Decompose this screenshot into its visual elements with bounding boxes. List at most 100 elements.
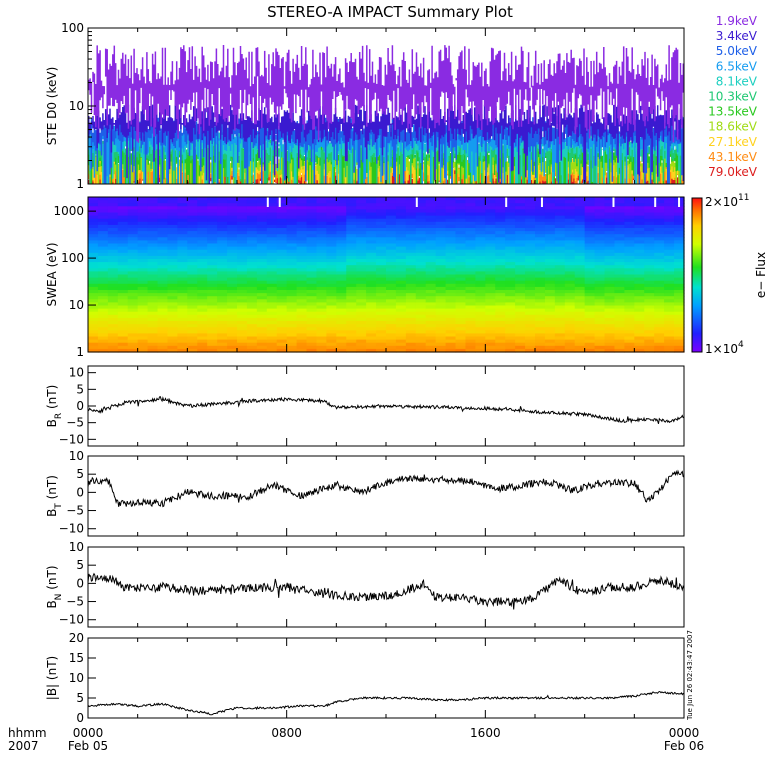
swea-cell	[644, 283, 655, 288]
swea-cell	[97, 209, 109, 214]
swea-cell	[366, 336, 377, 341]
swea-cell	[584, 221, 596, 226]
swea-cell	[157, 209, 169, 214]
swea-cell	[386, 240, 397, 245]
swea-cell	[346, 342, 357, 347]
swea-cell	[465, 311, 476, 316]
swea-cell	[306, 268, 318, 272]
swea-cell	[445, 302, 457, 307]
swea-cell	[455, 246, 467, 251]
swea-cell	[286, 293, 298, 297]
x-tick-label: 0000	[669, 726, 700, 740]
swea-cell	[147, 333, 159, 338]
swea-cell	[227, 302, 238, 307]
swea-cell	[386, 286, 397, 291]
swea-cell	[227, 228, 238, 232]
swea-cell	[624, 200, 635, 204]
swea-cell	[296, 221, 308, 226]
swea-cell	[604, 299, 616, 303]
swea-cell	[445, 203, 457, 207]
swea-cell	[644, 324, 655, 328]
swea-cell	[664, 268, 675, 272]
swea-cell	[634, 321, 645, 325]
swea-cell	[217, 342, 228, 347]
swea-cell	[197, 327, 208, 331]
swea-cell	[564, 206, 576, 210]
swea-cell	[326, 224, 337, 229]
swea-cell	[515, 234, 526, 238]
swea-cell	[485, 231, 496, 235]
swea-cell	[535, 265, 546, 269]
swea-cell	[445, 283, 457, 288]
swea-cell	[544, 330, 556, 334]
swea-cell	[515, 342, 526, 347]
swea-cell	[346, 224, 357, 229]
swea-cell	[564, 286, 576, 291]
swea-cell	[455, 293, 467, 297]
swea-cell	[237, 255, 248, 260]
swea-cell	[654, 336, 665, 341]
swea-cell	[644, 209, 655, 214]
swea-cell	[515, 224, 526, 229]
swea-cell	[664, 345, 675, 350]
swea-cell	[296, 336, 308, 341]
swea-cell	[137, 333, 149, 338]
swea-cell	[286, 268, 298, 272]
swea-cell	[207, 311, 218, 316]
swea-cell	[237, 305, 248, 310]
swea-cell	[425, 246, 437, 251]
swea-cell	[296, 348, 308, 353]
swea-cell	[475, 234, 486, 238]
swea-cell	[485, 221, 496, 226]
swea-cell	[485, 327, 496, 331]
swea-cell	[505, 314, 516, 319]
swea-cell	[604, 228, 616, 232]
swea-cell	[137, 305, 149, 310]
swea-cell	[425, 206, 437, 210]
swea-cell	[286, 302, 298, 307]
swea-cell	[117, 296, 129, 300]
swea-cell	[594, 277, 606, 282]
swea-cell	[465, 221, 476, 226]
swea-cell	[405, 234, 417, 238]
swea-cell	[535, 290, 546, 294]
swea-cell	[306, 203, 318, 207]
swea-cell	[177, 348, 188, 353]
swea-cell	[167, 231, 178, 235]
swea-cell	[88, 293, 99, 297]
swea-cell	[207, 327, 218, 331]
swea-cell	[554, 221, 566, 226]
swea-cell	[475, 246, 486, 251]
swea-cell	[227, 209, 238, 214]
swea-cell	[217, 271, 228, 276]
swea-cell	[306, 246, 318, 251]
swea-cell	[237, 317, 248, 322]
swea-cell	[664, 271, 675, 276]
swea-cell	[157, 302, 169, 307]
swea-cell	[505, 293, 516, 297]
swea-cell	[465, 274, 476, 279]
swea-cell	[107, 249, 119, 254]
swea-cell	[276, 243, 288, 248]
swea-cell	[386, 252, 397, 257]
swea-cell	[286, 252, 298, 257]
swea-cell	[654, 243, 665, 248]
swea-cell	[336, 336, 347, 341]
swea-cell	[88, 249, 99, 254]
swea-cell	[227, 206, 238, 210]
swea-cell	[425, 255, 437, 260]
swea-cell	[137, 197, 149, 201]
swea-cell	[674, 311, 685, 316]
swea-cell	[147, 249, 159, 254]
swea-cell	[306, 212, 318, 217]
legend-entry: 10.3keV	[708, 90, 758, 104]
swea-cell	[485, 317, 496, 322]
swea-cell	[644, 336, 655, 341]
swea-cell	[187, 324, 198, 328]
swea-cell	[306, 209, 318, 214]
swea-cell	[654, 339, 665, 344]
swea-cell	[584, 283, 596, 288]
swea-cell	[336, 311, 347, 316]
swea-cell	[97, 342, 109, 347]
swea-cell	[217, 311, 228, 316]
